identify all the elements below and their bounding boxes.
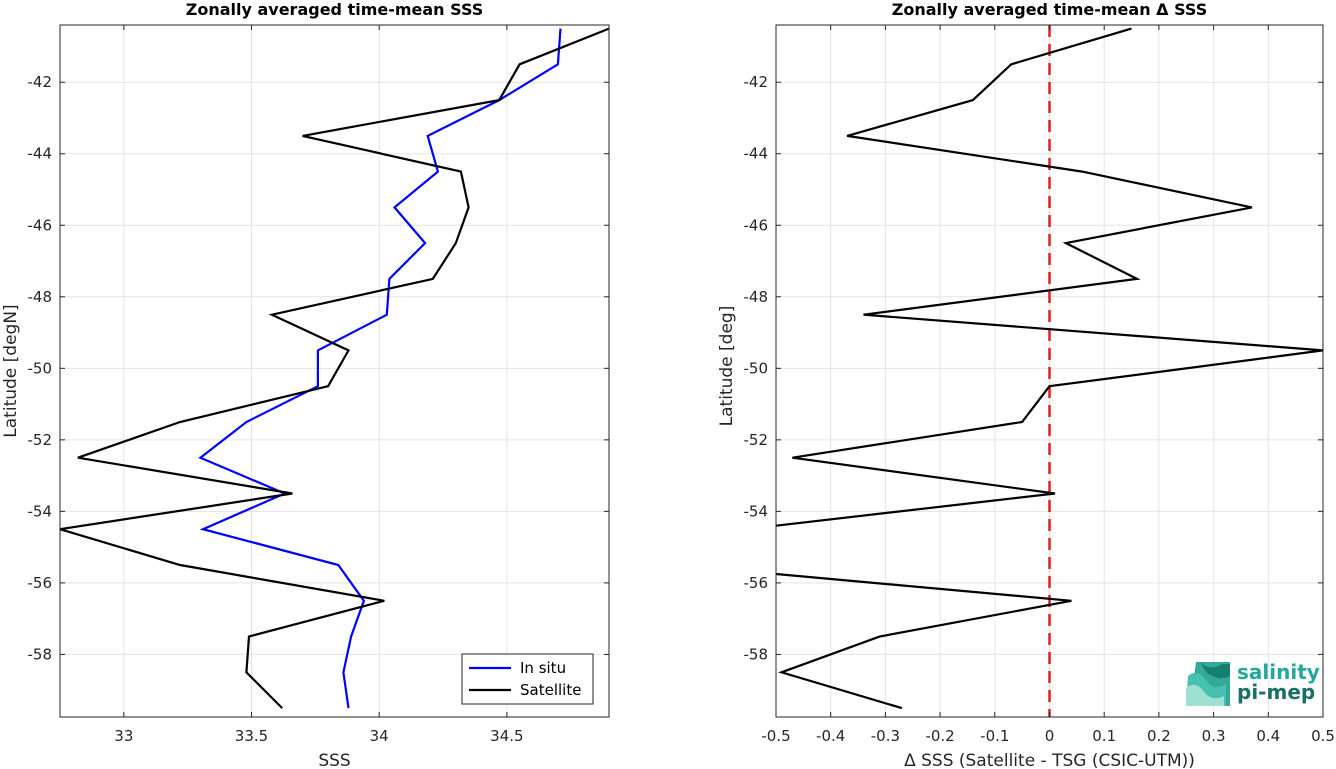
delta-sss-x-axis-label: Δ SSS (Satellite - TSG (CSIC-UTM)) xyxy=(904,751,1195,769)
delta-sss-x-tick-label: -0.2 xyxy=(925,727,954,745)
delta-sss-y-tick-label: -46 xyxy=(744,216,769,234)
delta-sss-y-tick-label: -54 xyxy=(744,502,769,520)
sss-y-tick-label: -48 xyxy=(28,288,53,306)
sss-grid xyxy=(60,25,609,717)
salinity-waves-icon xyxy=(1186,662,1230,706)
sss-legend: In situ Satellite xyxy=(461,653,594,705)
series-line-delta xyxy=(775,572,1072,710)
delta-sss-x-tick-label: 0.1 xyxy=(1092,727,1116,745)
delta-sss-x-tick-label: 0.5 xyxy=(1311,727,1335,745)
delta-sss-y-tick-label: -50 xyxy=(744,359,769,377)
delta-sss-panel: -0.5 -0.4 -0.3 -0.2 -0.1 0 0.1 0.2 0.3 0.4 0.5 -58… xyxy=(717,0,1335,769)
sss-x-ticks: 33 33.5 34 34.5 xyxy=(114,25,524,745)
delta-sss-x-ticks: -0.5 -0.4 -0.3 -0.2 -0.1 0 0.1 0.2 0.3 0.4 0.5 xyxy=(761,25,1335,745)
sss-x-tick-label: 33 xyxy=(114,727,133,745)
sss-y-tick-label: -44 xyxy=(28,145,53,163)
sss-y-tick-label: -54 xyxy=(28,502,53,520)
delta-sss-series xyxy=(775,27,1324,710)
series-line-in-situ xyxy=(198,28,562,709)
delta-sss-x-tick-label: 0.2 xyxy=(1147,727,1171,745)
sss-x-tick-label: 34 xyxy=(370,727,389,745)
delta-sss-x-tick-label: -0.1 xyxy=(980,727,1009,745)
sss-x-axis-label: SSS xyxy=(318,751,350,769)
sss-x-tick-label: 34.5 xyxy=(490,727,523,745)
delta-sss-y-tick-label: -44 xyxy=(744,145,769,163)
delta-sss-y-ticks: -58 -56 -54 -52 -50 -48 -46 -44 -42 xyxy=(744,73,1323,663)
sss-panel: 33 33.5 34 34.5 -58 -56 -54 -52 -50 -48 -46 -44 -42… xyxy=(1,0,610,769)
delta-sss-y-tick-label: -52 xyxy=(744,431,769,449)
sss-y-ticks: -58 -56 -54 -52 -50 -48 -46 -44 -42 xyxy=(28,73,609,663)
delta-sss-y-tick-label: -48 xyxy=(744,288,769,306)
series-line-satellite xyxy=(59,27,610,709)
legend-label-satellite: Satellite xyxy=(520,681,581,699)
delta-sss-x-tick-label: 0.4 xyxy=(1256,727,1280,745)
sss-y-tick-label: -50 xyxy=(28,359,53,377)
delta-sss-x-tick-label: -0.5 xyxy=(761,727,790,745)
delta-sss-y-tick-label: -42 xyxy=(744,73,769,91)
delta-sss-x-tick-label: 0.3 xyxy=(1202,727,1226,745)
delta-sss-x-tick-label: -0.3 xyxy=(871,727,900,745)
sss-y-axis-label: Latitude [degN] xyxy=(1,304,21,437)
sss-plot-frame xyxy=(59,24,610,718)
logo-text-salinity: salinity xyxy=(1237,660,1320,684)
sss-chart-title: Zonally averaged time-mean SSS xyxy=(186,0,484,19)
delta-sss-y-tick-label: -56 xyxy=(744,574,769,592)
sss-y-tick-label: -58 xyxy=(28,645,53,663)
sss-y-tick-label: -46 xyxy=(28,216,53,234)
sss-legend-box xyxy=(461,653,594,705)
delta-sss-x-tick-label: -0.4 xyxy=(816,727,845,745)
sss-series xyxy=(59,27,610,709)
sss-y-tick-label: -42 xyxy=(28,73,53,91)
sss-y-tick-label: -56 xyxy=(28,574,53,592)
logo-text-pi-mep: pi-mep xyxy=(1237,680,1315,704)
legend-label-in-situ: In situ xyxy=(520,659,566,677)
sss-y-tick-label: -52 xyxy=(28,431,53,449)
sss-plot-area xyxy=(60,25,609,717)
sss-x-tick-label: 33.5 xyxy=(235,727,268,745)
salinity-pi-mep-logo: salinity pi-mep xyxy=(1186,660,1320,706)
series-line-delta xyxy=(775,27,1324,527)
delta-sss-x-tick-label: 0 xyxy=(1045,727,1055,745)
delta-sss-chart-title: Zonally averaged time-mean Δ SSS xyxy=(892,0,1208,19)
delta-sss-y-tick-label: -58 xyxy=(744,645,769,663)
delta-sss-y-axis-label: Latitude [deg] xyxy=(717,306,737,427)
